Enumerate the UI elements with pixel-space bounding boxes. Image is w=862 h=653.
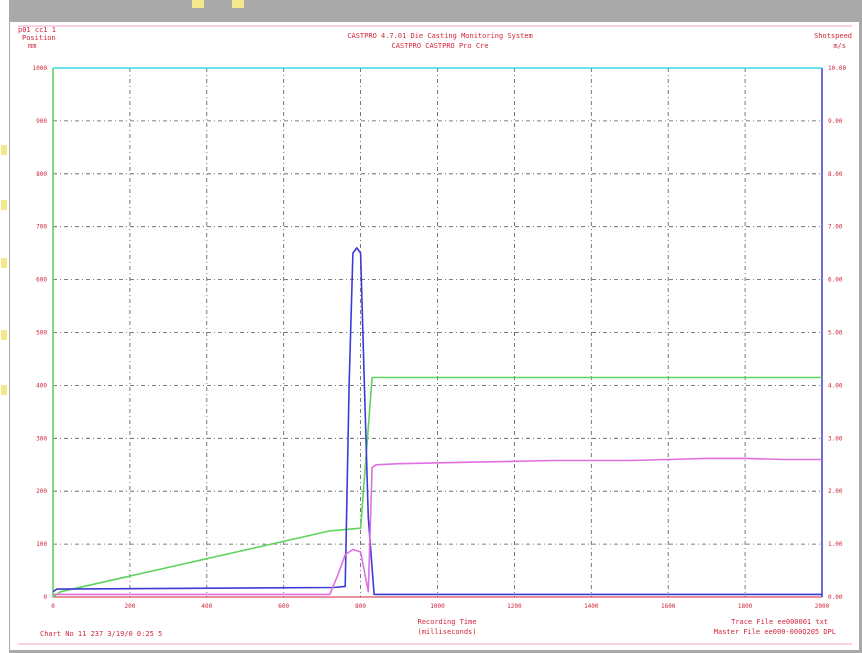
y2-tick-label: 2.00: [828, 488, 843, 495]
y2-tick-label: 6.00: [828, 277, 843, 284]
y-tick-label: 1000: [33, 65, 48, 72]
yellow-dot: [1, 145, 7, 155]
yellow-dot: [192, 0, 204, 8]
x-tick-label: 0: [51, 603, 55, 610]
footer-right-1: Trace File ee000001 txt: [731, 618, 828, 626]
chart-svg: p01 cc1 1 Position mm CASTPRO 4.7.01 Die…: [18, 25, 852, 645]
y2-tick-label: 5.00: [828, 330, 843, 337]
y-tick-label: 600: [36, 277, 47, 284]
footer-left: Chart No 11 237 3/19/0 0:25 5: [40, 630, 162, 638]
x-axis-label-1: Recording Time: [417, 618, 476, 626]
y-tick-label: 200: [36, 488, 47, 495]
yellow-dot: [232, 0, 244, 8]
footer-right-2: Master File ee000-000Q205 DPL: [714, 628, 836, 636]
x-tick-label: 1800: [738, 603, 753, 610]
x-axis-label-2: (milliseconds): [417, 628, 476, 636]
yellow-dot: [1, 385, 7, 395]
x-tick-label: 1200: [507, 603, 522, 610]
tick-labels: 0 200 400 600 800 1000 1200 1400 1600 1800 2000 0 10…: [33, 65, 847, 610]
yellow-dot: [1, 200, 7, 210]
series-line-3: [53, 457, 822, 596]
y2-tick-label: 1.00: [828, 541, 843, 548]
header-top-left-1: p01 cc1 1: [18, 26, 56, 34]
x-tick-label: 200: [124, 603, 135, 610]
y2-tick-label: 3.00: [828, 435, 843, 442]
yellow-dot: [1, 330, 7, 340]
grid: [18, 25, 852, 645]
y2-tick-label: 9.00: [828, 118, 843, 125]
y-tick-label: 700: [36, 224, 47, 231]
y-tick-label: 900: [36, 118, 47, 125]
x-tick-label: 1600: [661, 603, 676, 610]
x-tick-label: 1000: [430, 603, 445, 610]
y-tick-label: 0: [43, 594, 47, 601]
y-tick-label: 400: [36, 382, 47, 389]
left-margin-strip: [0, 0, 9, 653]
y-tick-label: 100: [36, 541, 47, 548]
header-top-right-2: m/s: [833, 42, 846, 50]
y-tick-label: 800: [36, 171, 47, 178]
y-tick-label: 500: [36, 330, 47, 337]
x-tick-label: 600: [278, 603, 289, 610]
y-tick-label: 300: [36, 435, 47, 442]
header-top-right-1: Shotspeed: [814, 32, 852, 40]
series-line-2: [52, 247, 822, 596]
chart-title: CASTPRO 4.7.01 Die Casting Monitoring Sy…: [347, 32, 532, 40]
x-tick-label: 400: [201, 603, 212, 610]
y2-tick-label: 7.00: [828, 224, 843, 231]
series-group: [52, 67, 822, 598]
header-top-left-3: mm: [28, 42, 36, 50]
header-top-left-2: Position: [22, 34, 56, 42]
x-tick-label: 800: [355, 603, 366, 610]
y2-tick-label: 0.00: [828, 594, 843, 601]
chart-panel: p01 cc1 1 Position mm CASTPRO 4.7.01 Die…: [10, 22, 859, 650]
x-tick-label: 2000: [815, 603, 830, 610]
y2-tick-label: 10.00: [828, 65, 846, 72]
y2-tick-label: 4.00: [828, 382, 843, 389]
series-line-1: [52, 68, 822, 598]
chart-subtitle: CASTPRO CASTPRO Pro Cre: [392, 42, 489, 50]
yellow-dot: [1, 258, 7, 268]
x-tick-label: 1400: [584, 603, 599, 610]
y2-tick-label: 8.00: [828, 171, 843, 178]
